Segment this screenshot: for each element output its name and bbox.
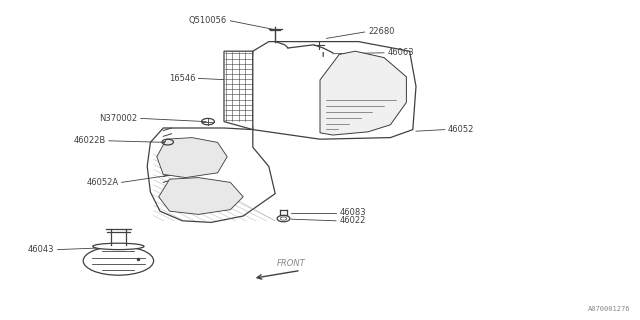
Text: 16546: 16546 (169, 74, 195, 83)
Text: N370002: N370002 (99, 114, 138, 123)
Ellipse shape (93, 243, 144, 250)
Polygon shape (147, 128, 275, 222)
Polygon shape (320, 51, 406, 135)
Polygon shape (224, 51, 253, 130)
Text: A070001276: A070001276 (588, 306, 630, 312)
Text: Q510056: Q510056 (189, 16, 227, 25)
Text: 46022B: 46022B (74, 136, 106, 145)
Text: 46022: 46022 (339, 216, 365, 225)
Polygon shape (157, 138, 227, 178)
Polygon shape (159, 178, 243, 214)
Text: 46052: 46052 (448, 125, 474, 134)
Polygon shape (250, 42, 416, 139)
Text: 46063: 46063 (387, 48, 414, 57)
Text: 22680: 22680 (368, 28, 394, 36)
Text: 46052A: 46052A (86, 178, 118, 187)
Text: 46083: 46083 (339, 208, 366, 217)
Ellipse shape (83, 246, 154, 275)
Text: FRONT: FRONT (277, 259, 305, 268)
Text: 46043: 46043 (28, 245, 54, 254)
